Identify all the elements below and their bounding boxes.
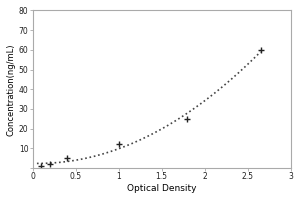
X-axis label: Optical Density: Optical Density bbox=[127, 184, 196, 193]
Y-axis label: Concentration(ng/mL): Concentration(ng/mL) bbox=[7, 43, 16, 136]
